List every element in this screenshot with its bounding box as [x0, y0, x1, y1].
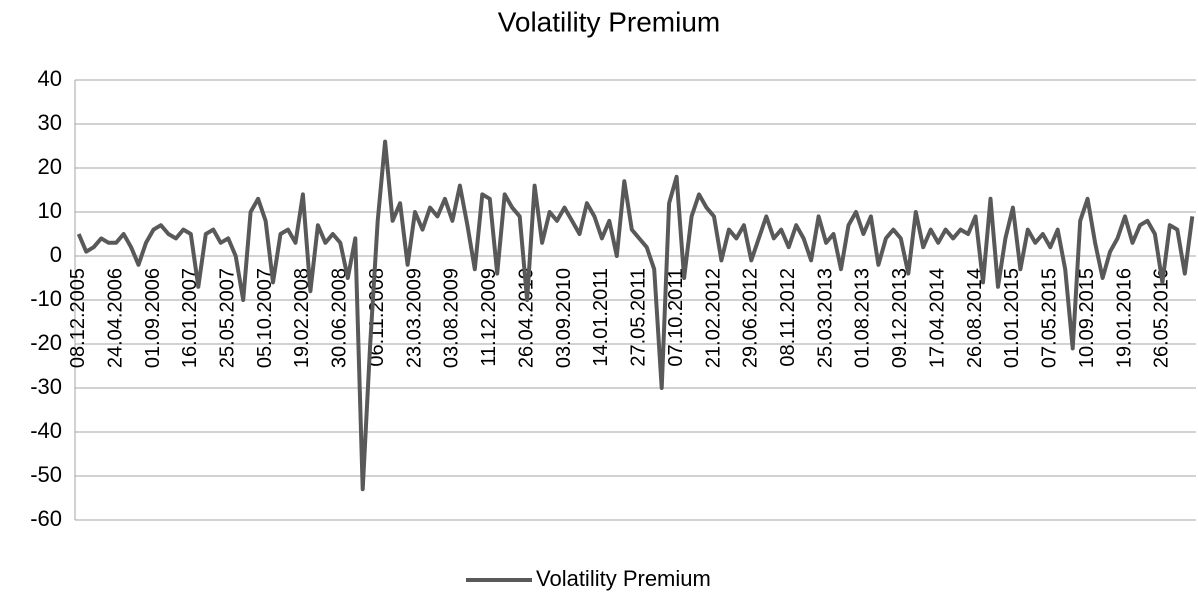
x-tick-label: 16.01.2007	[179, 268, 201, 368]
x-tick-label: 26.04.2010	[515, 268, 537, 368]
x-tick-label: 11.12.2009	[478, 268, 500, 367]
y-tick-label: 40	[38, 66, 62, 91]
y-tick-label: -50	[30, 462, 62, 487]
x-tick-label: 26.08.2014	[964, 268, 986, 368]
x-tick-label: 07.05.2015	[1039, 268, 1061, 368]
y-tick-label: 0	[50, 242, 62, 267]
x-tick-label: 07.10.2011	[665, 268, 687, 367]
x-tick-label: 05.10.2007	[254, 268, 276, 368]
x-tick-label: 26.05.2016	[1151, 268, 1173, 368]
data-line	[76, 139, 1195, 492]
x-tick-label: 17.04.2014	[926, 268, 948, 368]
x-tick-label: 14.01.2011	[590, 268, 612, 367]
x-tick-label: 29.06.2012	[740, 268, 762, 368]
y-tick-label: 20	[38, 154, 62, 179]
y-tick-label: -30	[30, 374, 62, 399]
x-tick-label: 01.08.2013	[852, 268, 874, 368]
x-tick-label: 24.04.2006	[104, 268, 126, 368]
x-tick-label: 08.11.2012	[777, 268, 799, 367]
y-tick-label: -60	[30, 506, 62, 531]
x-tick-label: 09.12.2013	[889, 268, 911, 368]
x-tick-label: 25.03.2013	[814, 268, 836, 368]
y-tick-label: -20	[30, 330, 62, 355]
x-tick-label: 19.02.2008	[291, 268, 313, 368]
x-tick-label: 03.08.2009	[441, 268, 463, 368]
x-tick-label: 10.09.2015	[1076, 268, 1098, 368]
y-tick-label: -40	[30, 418, 62, 443]
x-tick-label: 25.05.2007	[216, 268, 238, 368]
legend-label: Volatility Premium	[536, 566, 711, 591]
y-tick-label: 10	[38, 198, 62, 223]
x-tick-label: 19.01.2016	[1113, 268, 1135, 368]
x-tick-label: 01.09.2006	[142, 268, 164, 368]
x-tick-label: 27.05.2011	[628, 268, 650, 367]
x-tick-label: 08.12.2005	[67, 268, 89, 368]
chart-title: Volatility Premium	[498, 6, 721, 37]
x-tick-label: 01.01.2015	[1001, 268, 1023, 368]
x-tick-label: 03.09.2010	[553, 268, 575, 368]
y-tick-label: -10	[30, 286, 62, 311]
x-tick-label: 30.06.2008	[329, 268, 351, 368]
y-tick-label: 30	[38, 110, 62, 135]
x-tick-label: 21.02.2012	[702, 268, 724, 368]
x-tick-label: 23.03.2009	[403, 268, 425, 368]
